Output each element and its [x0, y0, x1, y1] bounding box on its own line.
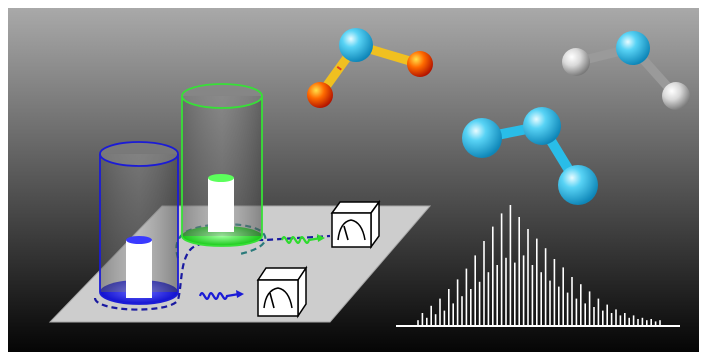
molecule-cyan-grey	[562, 31, 690, 110]
green-cylinder	[181, 83, 263, 247]
mass-spectrum	[396, 205, 680, 327]
detector-cube-lower	[256, 265, 308, 319]
blue-wave-signal-icon	[198, 290, 244, 300]
blue-sample-rod	[126, 240, 152, 298]
green-wave-signal-icon	[280, 234, 325, 244]
molecule-cyan-red	[307, 28, 433, 108]
meter-dial-icon	[263, 287, 293, 309]
meter-dial-icon	[337, 219, 366, 241]
green-sample-rod	[208, 178, 234, 232]
detector-cube-upper	[330, 199, 381, 250]
molecule-cyan-chain	[462, 107, 598, 205]
blue-cylinder	[99, 141, 179, 305]
